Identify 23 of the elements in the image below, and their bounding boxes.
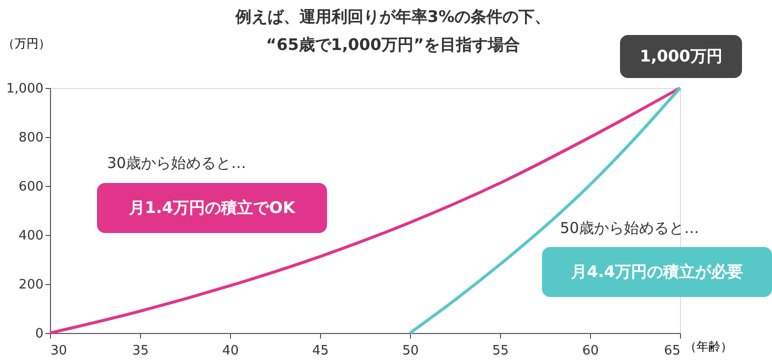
y-tick-label: 800: [18, 130, 44, 146]
text: 例えば、運用利回りが年率3%の条件の下、: [235, 7, 551, 26]
x-tick-label: 50: [402, 344, 419, 358]
x-tick-label: 65: [664, 344, 680, 358]
annotation: 月4.4万円の積立が必要: [570, 262, 744, 281]
x-tick-label: 30: [50, 344, 68, 358]
annotation: 30歳から始めると…: [107, 154, 246, 172]
y-axis-title: （万円）: [2, 36, 50, 50]
x-tick-label: 55: [492, 344, 509, 358]
text: “65歳で1,000万円”を目指す場合: [266, 35, 520, 54]
text: 1,000万円: [640, 46, 722, 66]
x-tick-label: 45: [312, 344, 329, 358]
x-tick-label: 60: [582, 344, 599, 358]
x-tick-label: 35: [132, 344, 149, 358]
x-axis-title: （年齢）: [684, 340, 732, 354]
annotation: 50歳から始めると…: [560, 219, 700, 237]
y-tick-label: 600: [18, 180, 44, 194]
x-tick-label: 40: [222, 344, 239, 358]
y-tick-label: 400: [18, 228, 44, 244]
y-tick-label: 1,000: [6, 82, 44, 96]
y-tick-label: 0: [35, 326, 44, 342]
annotation: 月1.4万円の積立でOK: [128, 198, 296, 217]
y-tick-label: 200: [18, 278, 44, 292]
